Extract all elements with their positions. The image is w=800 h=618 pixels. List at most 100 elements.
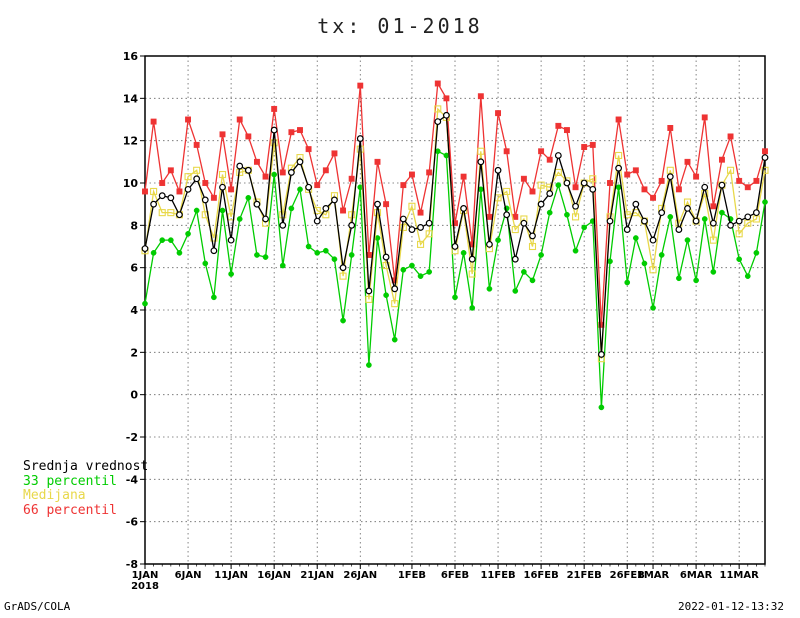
- x-tick-label: 16FEB: [524, 570, 559, 581]
- x-tick-label: 1FEB: [398, 570, 426, 581]
- data-point: [701, 216, 708, 222]
- data-point: [555, 182, 562, 188]
- data-point: [254, 252, 260, 258]
- data-point: [305, 183, 313, 191]
- data-point: [469, 305, 476, 311]
- data-point: [460, 173, 467, 180]
- data-point: [762, 199, 768, 205]
- data-point: [701, 114, 708, 121]
- data-point: [546, 190, 554, 197]
- data-point: [736, 177, 743, 184]
- grid-layer: [145, 56, 765, 564]
- data-point: [589, 141, 596, 148]
- data-point: [495, 110, 502, 117]
- data-point: [494, 166, 502, 174]
- y-tick-label: 16: [123, 50, 139, 63]
- data-point: [572, 213, 580, 221]
- data-point: [667, 125, 674, 131]
- data-point: [615, 164, 623, 172]
- data-point: [727, 133, 734, 140]
- data-point: [624, 171, 631, 178]
- data-point: [709, 236, 717, 244]
- data-point: [322, 167, 329, 174]
- y-tick-label: 8: [130, 219, 138, 232]
- data-point: [692, 217, 700, 225]
- data-point: [159, 180, 166, 186]
- data-point: [425, 219, 433, 227]
- data-point: [365, 287, 373, 295]
- data-point: [564, 211, 570, 218]
- data-point: [597, 351, 605, 358]
- data-point: [753, 177, 760, 184]
- data-point: [383, 201, 390, 208]
- data-point: [158, 209, 166, 217]
- data-point: [313, 217, 321, 225]
- data-point: [340, 317, 346, 324]
- data-point: [675, 186, 682, 193]
- data-point: [150, 200, 158, 208]
- data-point: [425, 230, 433, 238]
- data-point: [331, 196, 338, 204]
- x-year-label: 2018: [131, 581, 159, 592]
- data-point: [305, 243, 312, 250]
- data-point: [426, 269, 433, 275]
- data-point: [666, 173, 674, 181]
- data-point: [366, 362, 372, 368]
- data-point: [658, 209, 666, 217]
- data-point: [201, 196, 209, 204]
- y-tick-label: 14: [123, 92, 139, 105]
- data-point: [503, 187, 511, 196]
- data-point: [279, 221, 287, 229]
- data-point: [693, 277, 699, 284]
- data-point: [142, 188, 148, 195]
- data-point: [528, 242, 537, 251]
- data-point: [529, 232, 536, 240]
- data-point: [426, 169, 433, 176]
- data-point: [228, 271, 234, 277]
- data-point: [141, 245, 149, 253]
- data-point: [296, 158, 304, 166]
- data-point: [512, 288, 519, 294]
- data-point: [348, 175, 355, 182]
- data-point: [297, 186, 303, 193]
- data-point: [581, 144, 588, 150]
- data-point: [719, 209, 725, 216]
- data-point: [288, 205, 295, 212]
- data-point: [511, 255, 519, 263]
- data-point: [718, 181, 726, 189]
- data-point: [176, 211, 183, 219]
- y-tick-label: 4: [130, 304, 138, 317]
- data-point: [150, 250, 157, 256]
- data-point: [339, 272, 347, 280]
- data-point: [511, 226, 519, 234]
- data-point: [287, 169, 295, 176]
- data-point: [417, 209, 424, 216]
- data-point: [314, 182, 321, 189]
- data-point: [339, 264, 347, 272]
- data-point: [184, 185, 192, 193]
- data-point: [236, 216, 243, 222]
- data-point: [253, 158, 260, 165]
- data-point: [176, 250, 183, 256]
- tick-label-layer: -8 -6 -4 -2 0 2 4 6 8 10 12 14 16 1JAN 6JAN 11JAN 16JAN 2…: [123, 50, 759, 592]
- data-point: [331, 256, 338, 263]
- data-point: [227, 236, 235, 244]
- data-point: [572, 247, 579, 254]
- data-point: [262, 215, 269, 223]
- data-point: [684, 237, 691, 243]
- data-point: [761, 154, 769, 162]
- data-point: [606, 217, 614, 225]
- data-point: [607, 258, 613, 265]
- data-point: [167, 167, 174, 174]
- data-point: [667, 214, 674, 220]
- legend-item-median: Medijana: [23, 488, 86, 503]
- data-point: [305, 146, 312, 153]
- series-1: [142, 148, 768, 411]
- data-point: [675, 226, 683, 233]
- data-point: [417, 273, 424, 279]
- data-point: [408, 202, 416, 210]
- data-point: [279, 211, 287, 219]
- data-point: [581, 224, 588, 231]
- data-point: [624, 279, 631, 286]
- data-point: [521, 269, 527, 275]
